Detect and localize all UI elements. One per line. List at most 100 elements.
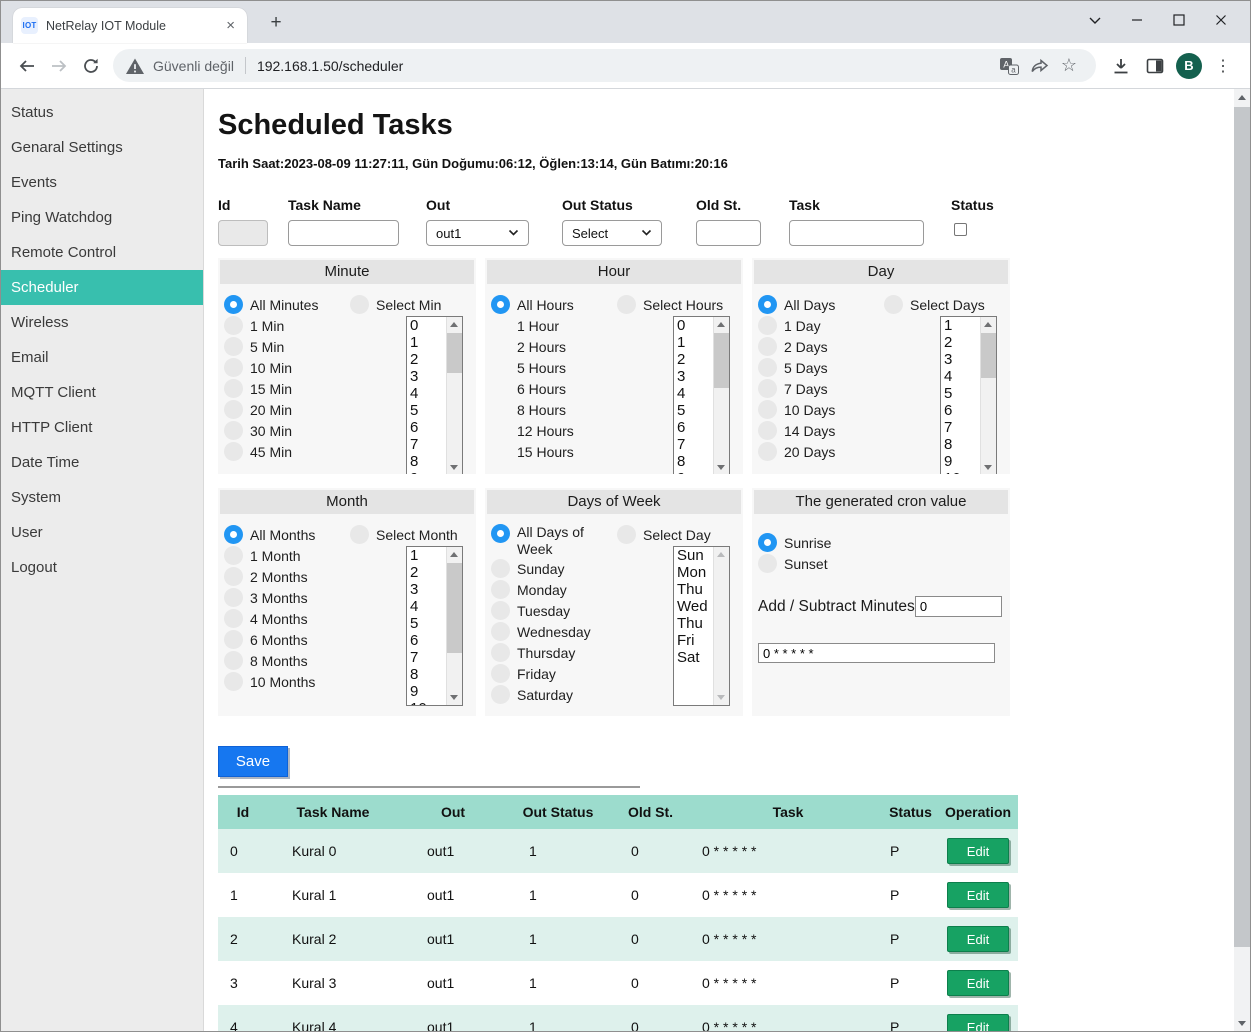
list-option[interactable]: 4 [677,385,686,402]
close-button[interactable] [1200,5,1242,35]
edit-button[interactable]: Edit [947,882,1009,908]
minute-option-radio[interactable]: 15 Min [224,378,350,399]
weekday-option-radio[interactable]: Tuesday [491,600,617,621]
list-option[interactable]: 10 [410,700,446,705]
reload-icon[interactable] [75,50,107,82]
page-scrollbar[interactable] [1234,89,1250,1031]
list-option[interactable]: 1 [677,334,686,351]
scroll-down-arrow[interactable] [1238,1021,1246,1026]
list-option[interactable]: 9 [410,683,419,700]
minute-option-radio[interactable]: 1 Min [224,315,350,336]
minute-option-radio[interactable]: 10 Min [224,357,350,378]
sidebar-item[interactable]: System [11,489,62,506]
sidebar-item[interactable]: Date Time [11,454,80,471]
all-months-radio[interactable]: All Months [224,524,350,545]
listbox-scrollbar[interactable] [713,317,729,474]
month-option-radio[interactable]: 4 Months [224,608,350,629]
list-option[interactable]: 6 [410,419,419,436]
list-option[interactable]: Mon [677,564,707,581]
list-option[interactable]: 5 [677,402,686,419]
sidebar-item[interactable]: MQTT Client [11,384,96,401]
sidebar-item[interactable]: Events [11,174,57,191]
menu-kebab-icon[interactable]: ⋮ [1215,57,1231,75]
list-option[interactable]: 8 [944,436,953,453]
hour-option-radio[interactable]: 1 Hour [517,317,560,334]
day-option-radio[interactable]: 14 Days [758,420,884,441]
browser-tab[interactable]: IOT NetRelay IOT Module × [13,8,247,43]
sidebar-item[interactable]: Ping Watchdog [11,209,113,226]
list-option[interactable]: 9 [677,470,713,474]
sidebar-item[interactable]: Logout [11,559,57,576]
list-option[interactable]: 7 [677,436,686,453]
list-option[interactable]: 6 [677,419,686,436]
minute-option-radio[interactable]: 45 Min [224,441,350,462]
chevron-down-icon[interactable] [1074,5,1116,35]
list-option[interactable]: 6 [944,402,953,419]
list-option[interactable]: 1 [410,547,419,564]
share-icon[interactable] [1024,51,1054,81]
minute-option-radio[interactable]: 20 Min [224,399,350,420]
minute-option-radio[interactable]: 5 Min [224,336,350,357]
hour-listbox[interactable]: 0123456789 [673,316,730,474]
task-input[interactable] [789,220,924,246]
list-option[interactable]: 1 [410,334,419,351]
day-option-radio[interactable]: 5 Days [758,357,884,378]
list-option[interactable]: 7 [944,419,953,436]
sidebar-item[interactable]: User [11,524,43,541]
weekday-option-radio[interactable]: Saturday [491,684,617,705]
month-option-radio[interactable]: 1 Month [224,545,350,566]
all-hours-radio[interactable]: All Hours [491,294,617,315]
save-button[interactable]: Save [218,746,288,777]
maximize-button[interactable] [1158,5,1200,35]
hour-option-radio[interactable]: 5 Hours [517,359,567,376]
sidebar-item[interactable]: Email [11,349,49,366]
sidebar-item[interactable]: HTTP Client [11,419,93,436]
sidebar-item[interactable]: Genaral Settings [11,139,123,156]
list-option[interactable]: 4 [410,385,419,402]
list-option[interactable]: 10 [944,470,980,474]
list-option[interactable]: 2 [944,334,953,351]
select-hours-radio[interactable]: Select Hours [617,294,743,315]
hour-option-radio[interactable]: 2 Hours [517,338,567,355]
bookmark-star-icon[interactable]: ☆ [1060,55,1078,75]
sidebar-item[interactable]: Wireless [11,314,69,331]
forward-icon[interactable] [43,50,75,82]
scrollbar-thumb[interactable] [1234,107,1250,947]
day-option-radio[interactable]: 2 Days [758,336,884,357]
back-icon[interactable] [11,50,43,82]
id-input[interactable] [218,220,268,246]
list-option[interactable]: 8 [677,453,686,470]
list-option[interactable]: 1 [944,317,953,334]
task-name-input[interactable] [288,220,399,246]
list-option[interactable]: Wed [677,598,708,615]
list-option[interactable]: 5 [944,385,953,402]
day-option-radio[interactable]: 10 Days [758,399,884,420]
sidebar-item[interactable]: Status [11,104,54,121]
side-panel-icon[interactable] [1138,50,1172,82]
add-subtract-minutes-input[interactable] [914,596,1002,617]
edit-button[interactable]: Edit [947,926,1009,952]
list-option[interactable]: 3 [410,581,419,598]
list-option[interactable]: Fri [677,632,695,649]
day-option-radio[interactable]: 20 Days [758,441,884,462]
weekday-option-radio[interactable]: Friday [491,663,617,684]
download-icon[interactable] [1104,50,1138,82]
month-option-radio[interactable]: 6 Months [224,629,350,650]
list-option[interactable]: 2 [410,564,419,581]
minute-option-radio[interactable]: 30 Min [224,420,350,441]
weekday-option-radio[interactable]: Sunday [491,558,617,579]
list-option[interactable]: 3 [410,368,419,385]
list-option[interactable]: 2 [677,351,686,368]
all-days-of-week-radio[interactable]: All Days of Week [491,524,617,558]
old-st-input[interactable] [696,220,761,246]
sunrise-radio[interactable]: Sunrise [758,532,1004,553]
list-option[interactable]: 2 [410,351,419,368]
hour-option-radio[interactable]: 12 Hours [517,422,574,439]
weekday-option-radio[interactable]: Monday [491,579,617,600]
listbox-scrollbar[interactable] [980,317,996,474]
hour-option-radio[interactable]: 8 Hours [517,401,567,418]
month-listbox[interactable]: 12345678910 [406,546,463,706]
sidebar-item[interactable]: Scheduler [1,270,203,305]
